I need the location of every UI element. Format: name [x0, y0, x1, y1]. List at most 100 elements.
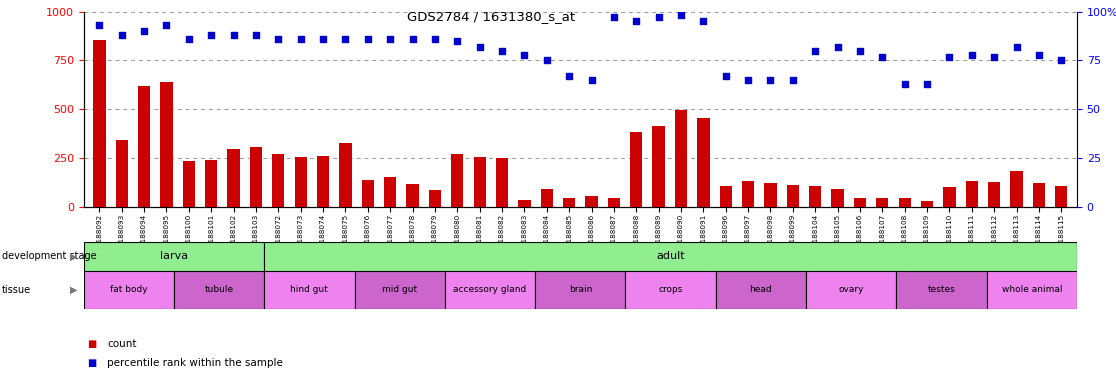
- Point: [538, 57, 556, 63]
- Point: [90, 22, 108, 28]
- Point: [783, 77, 801, 83]
- Bar: [764, 183, 777, 207]
- Point: [806, 48, 824, 54]
- Bar: [965, 181, 978, 207]
- Bar: [698, 118, 710, 207]
- Text: ovary: ovary: [838, 285, 864, 295]
- Point: [247, 32, 264, 38]
- Text: ▶: ▶: [70, 251, 77, 262]
- Bar: [675, 111, 687, 207]
- Point: [627, 18, 645, 25]
- Text: ■: ■: [87, 339, 96, 349]
- Text: count: count: [107, 339, 136, 349]
- Text: adult: adult: [656, 251, 685, 262]
- Point: [761, 77, 779, 83]
- Point: [985, 53, 1003, 60]
- Bar: [1055, 186, 1067, 207]
- Point: [180, 36, 198, 42]
- Point: [874, 53, 892, 60]
- Bar: [264, 242, 1077, 271]
- Bar: [429, 190, 441, 207]
- Point: [941, 53, 959, 60]
- Point: [202, 32, 220, 38]
- Bar: [988, 182, 1000, 207]
- Point: [694, 18, 712, 25]
- Bar: [631, 132, 643, 207]
- Bar: [1032, 183, 1045, 207]
- Point: [1052, 57, 1070, 63]
- Text: larva: larva: [160, 251, 189, 262]
- Text: mid gut: mid gut: [382, 285, 417, 295]
- Point: [382, 36, 400, 42]
- Point: [1008, 44, 1026, 50]
- Bar: [608, 197, 620, 207]
- Bar: [742, 181, 754, 207]
- Point: [605, 14, 623, 20]
- Bar: [896, 271, 987, 309]
- Point: [404, 36, 422, 42]
- Text: head: head: [750, 285, 772, 295]
- Text: ▶: ▶: [70, 285, 77, 295]
- Bar: [94, 40, 106, 207]
- Point: [560, 73, 578, 79]
- Point: [493, 48, 511, 54]
- Bar: [362, 180, 374, 207]
- Bar: [921, 201, 933, 207]
- Bar: [625, 271, 715, 309]
- Bar: [161, 82, 173, 207]
- Bar: [451, 154, 463, 207]
- Point: [113, 32, 131, 38]
- Bar: [787, 185, 799, 207]
- Bar: [876, 197, 888, 207]
- Bar: [272, 154, 285, 207]
- Point: [337, 36, 355, 42]
- Text: ■: ■: [87, 358, 96, 368]
- Bar: [250, 147, 262, 207]
- Bar: [264, 271, 355, 309]
- Text: percentile rank within the sample: percentile rank within the sample: [107, 358, 283, 368]
- Bar: [943, 187, 955, 207]
- Bar: [715, 271, 806, 309]
- Bar: [384, 177, 396, 207]
- Point: [583, 77, 600, 83]
- Point: [224, 32, 242, 38]
- Point: [716, 73, 734, 79]
- Point: [291, 36, 309, 42]
- Bar: [831, 189, 844, 207]
- Point: [896, 81, 914, 87]
- Bar: [806, 271, 896, 309]
- Text: testes: testes: [927, 285, 955, 295]
- Point: [739, 77, 757, 83]
- Bar: [116, 140, 128, 207]
- Text: fat body: fat body: [110, 285, 147, 295]
- Text: tissue: tissue: [2, 285, 31, 295]
- Bar: [496, 158, 508, 207]
- Text: accessory gland: accessory gland: [453, 285, 527, 295]
- Point: [918, 81, 936, 87]
- Bar: [183, 161, 195, 207]
- Bar: [406, 184, 418, 207]
- Point: [269, 36, 287, 42]
- Bar: [1010, 171, 1022, 207]
- Bar: [317, 156, 329, 207]
- Bar: [205, 161, 218, 207]
- Bar: [536, 271, 625, 309]
- Bar: [355, 271, 445, 309]
- Point: [314, 36, 331, 42]
- Point: [471, 44, 489, 50]
- Point: [516, 51, 533, 58]
- Text: brain: brain: [569, 285, 591, 295]
- Bar: [987, 271, 1077, 309]
- Point: [426, 36, 444, 42]
- Bar: [653, 126, 665, 207]
- Bar: [540, 189, 552, 207]
- Point: [829, 44, 847, 50]
- Point: [359, 36, 377, 42]
- Bar: [339, 143, 352, 207]
- Bar: [586, 195, 598, 207]
- Text: tubule: tubule: [204, 285, 233, 295]
- Bar: [84, 242, 264, 271]
- Text: GDS2784 / 1631380_s_at: GDS2784 / 1631380_s_at: [407, 10, 575, 23]
- Bar: [720, 186, 732, 207]
- Bar: [518, 200, 530, 207]
